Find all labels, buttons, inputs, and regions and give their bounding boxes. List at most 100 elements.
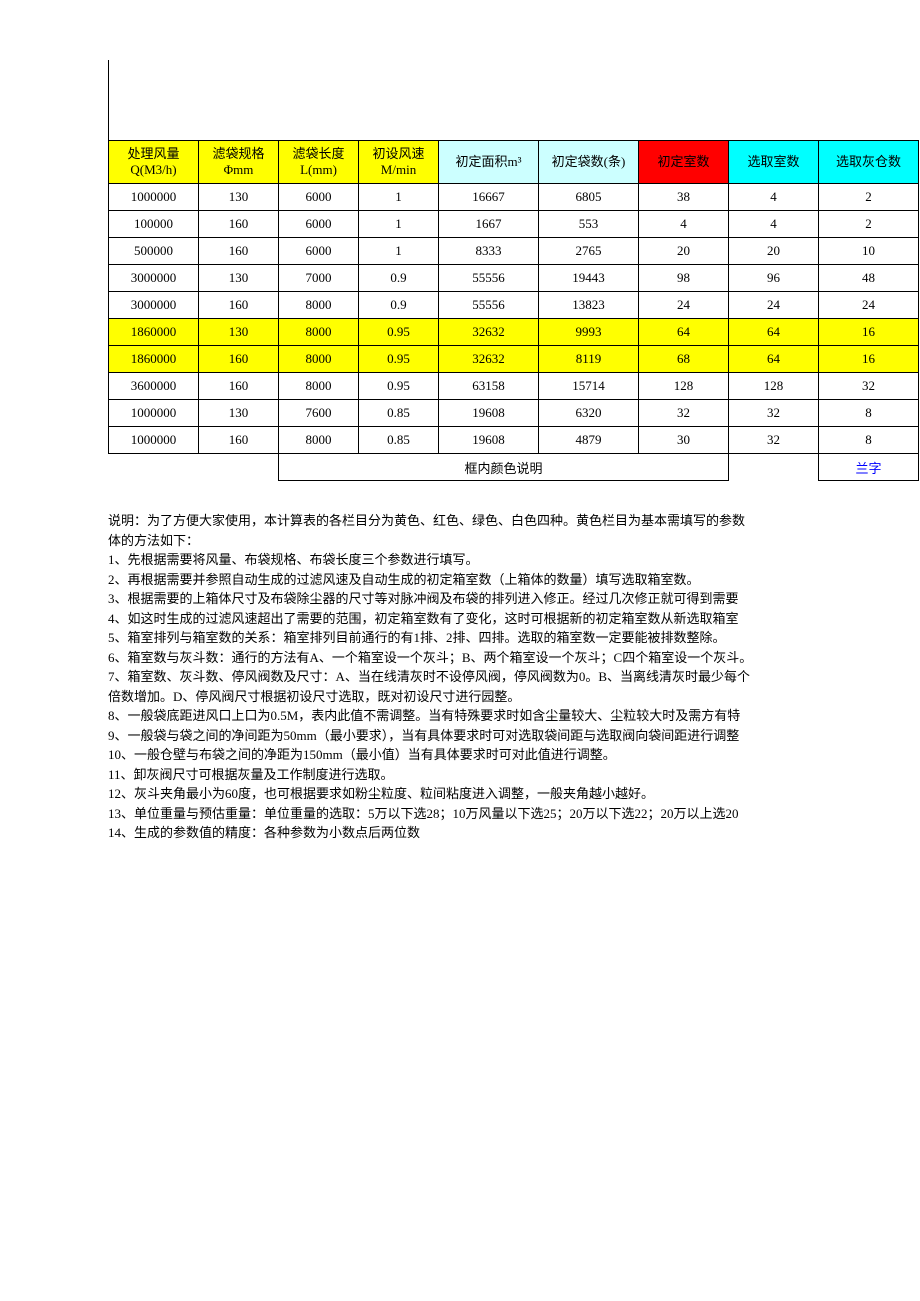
cell-0-7: 4 bbox=[729, 184, 819, 211]
cell-2-3: 1 bbox=[359, 238, 439, 265]
cell-2-8: 10 bbox=[819, 238, 919, 265]
note-item-9: 9、一般袋与袋之间的净间距为50mm（最小要求），当有具体要求时可对选取袋间距与… bbox=[108, 726, 918, 746]
cell-3-6: 98 bbox=[639, 265, 729, 292]
cell-5-6: 64 bbox=[639, 319, 729, 346]
col-header-6: 初定室数 bbox=[639, 141, 729, 184]
cell-8-4: 19608 bbox=[439, 400, 539, 427]
cell-7-4: 63158 bbox=[439, 373, 539, 400]
table-row: 100000016080000.8519608487930328 bbox=[109, 427, 919, 454]
cell-4-3: 0.9 bbox=[359, 292, 439, 319]
note-item-14: 14、生成的参数值的精度：各种参数为小数点后两位数 bbox=[108, 823, 918, 843]
cell-4-0: 3000000 bbox=[109, 292, 199, 319]
note-item-4: 5、箱室排列与箱室数的关系：箱室排列目前通行的有1排、2排、四排。选取的箱室数一… bbox=[108, 628, 918, 648]
legend-gap bbox=[729, 454, 819, 481]
cell-0-1: 130 bbox=[199, 184, 279, 211]
cell-8-3: 0.85 bbox=[359, 400, 439, 427]
table-row: 100000160600011667553442 bbox=[109, 211, 919, 238]
cell-7-1: 160 bbox=[199, 373, 279, 400]
note-item-12: 12、灰斗夹角最小为60度，也可根据要求如粉尘粒度、粒间粘度进入调整，一般夹角越… bbox=[108, 784, 918, 804]
page: 处理风量Q(M3/h)滤袋规格Φmm滤袋长度L(mm)初设风速M/min初定面积… bbox=[0, 60, 920, 843]
cell-6-0: 1860000 bbox=[109, 346, 199, 373]
cell-2-0: 500000 bbox=[109, 238, 199, 265]
cell-9-6: 30 bbox=[639, 427, 729, 454]
notes-intro-2: 体的方法如下： bbox=[108, 531, 918, 551]
cell-9-8: 8 bbox=[819, 427, 919, 454]
note-item-11: 11、卸灰阀尺寸可根据灰量及工作制度进行选取。 bbox=[108, 765, 918, 785]
cell-0-0: 1000000 bbox=[109, 184, 199, 211]
cell-2-1: 160 bbox=[199, 238, 279, 265]
cell-7-0: 3600000 bbox=[109, 373, 199, 400]
cell-6-7: 64 bbox=[729, 346, 819, 373]
cell-4-2: 8000 bbox=[279, 292, 359, 319]
note-item-1: 2、再根据需要并参照自动生成的过滤风速及自动生成的初定箱室数（上箱体的数量）填写… bbox=[108, 570, 918, 590]
cell-5-1: 130 bbox=[199, 319, 279, 346]
cell-2-6: 20 bbox=[639, 238, 729, 265]
cell-9-5: 4879 bbox=[539, 427, 639, 454]
cell-5-5: 9993 bbox=[539, 319, 639, 346]
note-item-0: 1、先根据需要将风量、布袋规格、布袋长度三个参数进行填写。 bbox=[108, 550, 918, 570]
cell-5-4: 32632 bbox=[439, 319, 539, 346]
cell-3-0: 3000000 bbox=[109, 265, 199, 292]
cell-8-7: 32 bbox=[729, 400, 819, 427]
col-header-4: 初定面积m³ bbox=[439, 141, 539, 184]
cell-7-7: 128 bbox=[729, 373, 819, 400]
cell-4-7: 24 bbox=[729, 292, 819, 319]
cell-3-4: 55556 bbox=[439, 265, 539, 292]
note-item-6: 7、箱室数、灰斗数、停风阀数及尺寸：A、当在线清灰时不设停风阀，停风阀数为0。B… bbox=[108, 667, 918, 687]
cell-6-5: 8119 bbox=[539, 346, 639, 373]
cell-1-4: 1667 bbox=[439, 211, 539, 238]
cell-7-8: 32 bbox=[819, 373, 919, 400]
cell-2-4: 8333 bbox=[439, 238, 539, 265]
cell-2-5: 2765 bbox=[539, 238, 639, 265]
table-row: 300000013070000.95555619443989648 bbox=[109, 265, 919, 292]
cell-3-5: 19443 bbox=[539, 265, 639, 292]
col-header-3: 初设风速M/min bbox=[359, 141, 439, 184]
cell-5-3: 0.95 bbox=[359, 319, 439, 346]
cell-7-5: 15714 bbox=[539, 373, 639, 400]
legend-center: 框内颜色说明 bbox=[279, 454, 729, 481]
cell-4-8: 24 bbox=[819, 292, 919, 319]
cell-0-2: 6000 bbox=[279, 184, 359, 211]
cell-8-0: 1000000 bbox=[109, 400, 199, 427]
note-item-8: 8、一般袋底距进风口上口为0.5M，表内此值不需调整。当有特殊要求时如含尘量较大… bbox=[108, 706, 918, 726]
cell-6-3: 0.95 bbox=[359, 346, 439, 373]
cell-5-8: 16 bbox=[819, 319, 919, 346]
data-table: 处理风量Q(M3/h)滤袋规格Φmm滤袋长度L(mm)初设风速M/min初定面积… bbox=[108, 140, 919, 481]
cell-1-7: 4 bbox=[729, 211, 819, 238]
cell-9-3: 0.85 bbox=[359, 427, 439, 454]
cell-3-8: 48 bbox=[819, 265, 919, 292]
legend-blank bbox=[109, 454, 279, 481]
cell-1-6: 4 bbox=[639, 211, 729, 238]
note-item-2: 3、根据需要的上箱体尺寸及布袋除尘器的尺寸等对脉冲阀及布袋的排列进入修正。经过几… bbox=[108, 589, 918, 609]
cell-3-7: 96 bbox=[729, 265, 819, 292]
note-item-3: 4、如这时生成的过滤风速超出了需要的范围，初定箱室数有了变化，这时可根据新的初定… bbox=[108, 609, 918, 629]
cell-6-6: 68 bbox=[639, 346, 729, 373]
cell-4-1: 160 bbox=[199, 292, 279, 319]
cell-0-5: 6805 bbox=[539, 184, 639, 211]
col-header-0: 处理风量Q(M3/h) bbox=[109, 141, 199, 184]
col-header-2: 滤袋长度L(mm) bbox=[279, 141, 359, 184]
cell-5-7: 64 bbox=[729, 319, 819, 346]
cell-9-2: 8000 bbox=[279, 427, 359, 454]
cell-2-2: 6000 bbox=[279, 238, 359, 265]
cell-0-4: 16667 bbox=[439, 184, 539, 211]
table-row: 1000000130600011666768053842 bbox=[109, 184, 919, 211]
cell-2-7: 20 bbox=[729, 238, 819, 265]
notes-block: 说明：为了方便大家使用，本计算表的各栏目分为黄色、红色、绿色、白色四种。黄色栏目… bbox=[108, 511, 918, 843]
cell-5-0: 1860000 bbox=[109, 319, 199, 346]
cell-8-8: 8 bbox=[819, 400, 919, 427]
cell-0-3: 1 bbox=[359, 184, 439, 211]
cell-7-3: 0.95 bbox=[359, 373, 439, 400]
left-rule-segment bbox=[108, 60, 920, 140]
table-row: 100000013076000.8519608632032328 bbox=[109, 400, 919, 427]
table-row: 300000016080000.95555613823242424 bbox=[109, 292, 919, 319]
cell-4-6: 24 bbox=[639, 292, 729, 319]
cell-9-0: 1000000 bbox=[109, 427, 199, 454]
col-header-7: 选取室数 bbox=[729, 141, 819, 184]
col-header-1: 滤袋规格Φmm bbox=[199, 141, 279, 184]
cell-8-6: 32 bbox=[639, 400, 729, 427]
cell-6-1: 160 bbox=[199, 346, 279, 373]
col-header-5: 初定袋数(条) bbox=[539, 141, 639, 184]
cell-3-1: 130 bbox=[199, 265, 279, 292]
cell-8-1: 130 bbox=[199, 400, 279, 427]
